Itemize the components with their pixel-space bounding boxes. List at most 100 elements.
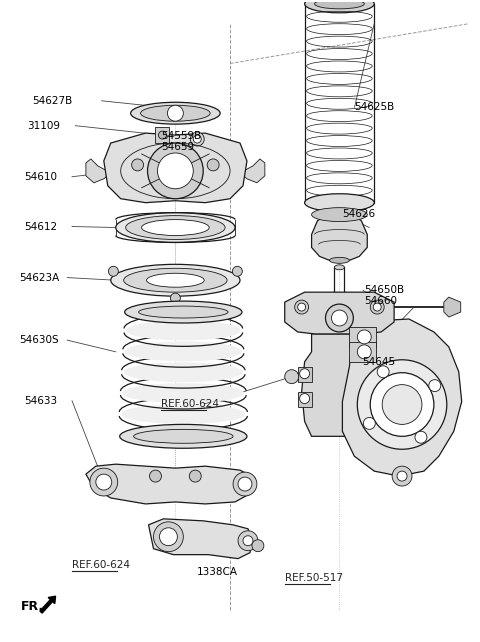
Ellipse shape bbox=[116, 213, 235, 243]
Circle shape bbox=[147, 143, 203, 199]
Circle shape bbox=[252, 540, 264, 551]
Text: 54659: 54659 bbox=[161, 143, 194, 152]
Circle shape bbox=[232, 266, 242, 276]
Circle shape bbox=[298, 303, 306, 311]
Ellipse shape bbox=[139, 306, 228, 318]
Text: 54633: 54633 bbox=[24, 395, 58, 406]
Circle shape bbox=[96, 474, 112, 490]
Text: 31109: 31109 bbox=[28, 121, 60, 132]
Circle shape bbox=[363, 417, 375, 429]
Ellipse shape bbox=[146, 273, 204, 287]
Circle shape bbox=[357, 360, 447, 449]
Ellipse shape bbox=[120, 424, 247, 448]
Polygon shape bbox=[342, 319, 462, 476]
Circle shape bbox=[189, 470, 201, 482]
Ellipse shape bbox=[121, 404, 245, 424]
Circle shape bbox=[108, 266, 119, 276]
Ellipse shape bbox=[133, 429, 233, 443]
Circle shape bbox=[392, 466, 412, 486]
Text: 54623A: 54623A bbox=[20, 273, 60, 282]
Text: 54645: 54645 bbox=[362, 358, 395, 367]
Ellipse shape bbox=[335, 265, 344, 270]
Ellipse shape bbox=[122, 383, 244, 403]
Ellipse shape bbox=[142, 220, 209, 236]
Text: REF.50-517: REF.50-517 bbox=[285, 573, 343, 582]
Polygon shape bbox=[298, 367, 312, 381]
Text: REF.60-624: REF.60-624 bbox=[72, 560, 130, 570]
Circle shape bbox=[357, 345, 371, 359]
Text: 54612: 54612 bbox=[24, 221, 58, 232]
Polygon shape bbox=[285, 292, 394, 334]
Circle shape bbox=[168, 105, 183, 121]
Circle shape bbox=[300, 369, 310, 379]
Circle shape bbox=[285, 370, 299, 384]
Polygon shape bbox=[104, 133, 247, 203]
Polygon shape bbox=[349, 327, 376, 347]
Text: REF.60-624: REF.60-624 bbox=[161, 399, 219, 409]
Circle shape bbox=[90, 468, 118, 496]
Circle shape bbox=[370, 373, 434, 437]
Circle shape bbox=[300, 394, 310, 404]
Circle shape bbox=[373, 303, 381, 311]
Circle shape bbox=[370, 300, 384, 314]
Ellipse shape bbox=[124, 362, 243, 382]
Polygon shape bbox=[240, 159, 265, 183]
Circle shape bbox=[415, 431, 427, 443]
Circle shape bbox=[170, 293, 180, 303]
Circle shape bbox=[207, 159, 219, 171]
Circle shape bbox=[132, 159, 144, 171]
Ellipse shape bbox=[125, 342, 242, 361]
Ellipse shape bbox=[305, 194, 374, 212]
Ellipse shape bbox=[329, 257, 349, 263]
Circle shape bbox=[238, 477, 252, 491]
Text: 54559B: 54559B bbox=[161, 131, 202, 141]
Polygon shape bbox=[444, 297, 461, 317]
Polygon shape bbox=[86, 464, 255, 504]
Polygon shape bbox=[156, 127, 169, 143]
Polygon shape bbox=[298, 392, 312, 406]
Circle shape bbox=[332, 310, 348, 326]
Ellipse shape bbox=[124, 268, 227, 292]
Ellipse shape bbox=[126, 320, 240, 340]
Text: 54650B: 54650B bbox=[364, 285, 404, 295]
Circle shape bbox=[429, 379, 441, 392]
Circle shape bbox=[233, 472, 257, 496]
Circle shape bbox=[158, 131, 167, 139]
Ellipse shape bbox=[305, 0, 374, 13]
Ellipse shape bbox=[125, 301, 242, 323]
Ellipse shape bbox=[141, 105, 210, 121]
Text: FR.: FR. bbox=[21, 600, 44, 614]
Circle shape bbox=[193, 135, 201, 143]
Polygon shape bbox=[301, 334, 377, 437]
Circle shape bbox=[325, 304, 353, 332]
Circle shape bbox=[238, 531, 258, 551]
Circle shape bbox=[377, 366, 389, 377]
Ellipse shape bbox=[312, 207, 367, 221]
Circle shape bbox=[357, 330, 371, 344]
Polygon shape bbox=[349, 342, 376, 361]
Ellipse shape bbox=[126, 216, 225, 239]
Circle shape bbox=[382, 385, 422, 424]
FancyArrow shape bbox=[40, 596, 56, 613]
Text: 54626: 54626 bbox=[343, 209, 376, 219]
Circle shape bbox=[397, 471, 407, 481]
Ellipse shape bbox=[131, 102, 220, 124]
Polygon shape bbox=[86, 159, 111, 183]
Text: 54630S: 54630S bbox=[20, 335, 59, 345]
Text: 54627B: 54627B bbox=[33, 96, 72, 106]
Text: 54610: 54610 bbox=[24, 172, 57, 182]
Circle shape bbox=[190, 132, 204, 146]
Polygon shape bbox=[148, 519, 253, 559]
Text: 54660: 54660 bbox=[364, 296, 397, 306]
Text: 1338CA: 1338CA bbox=[197, 567, 238, 577]
Circle shape bbox=[295, 300, 309, 314]
Circle shape bbox=[150, 470, 161, 482]
Circle shape bbox=[159, 528, 178, 546]
Circle shape bbox=[154, 522, 183, 551]
Ellipse shape bbox=[314, 0, 364, 9]
Ellipse shape bbox=[111, 265, 240, 296]
Circle shape bbox=[157, 153, 193, 189]
Text: 54625B: 54625B bbox=[355, 102, 395, 112]
Circle shape bbox=[243, 536, 253, 546]
Polygon shape bbox=[312, 214, 367, 261]
